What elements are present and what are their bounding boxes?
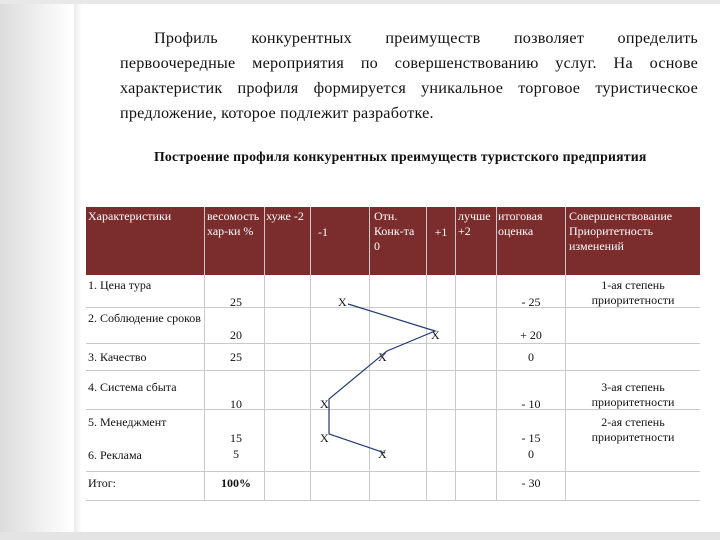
row-note-management: 2-ая степень приоритетности [591,415,675,444]
row-name-total: Итог: [88,476,117,490]
header-better: лучше +2 [458,209,491,238]
row-weight-sales: 10 [230,397,242,411]
row-total-deadlines: + 20 [520,328,542,342]
header-total: итоговая оценка [498,209,543,238]
row-marker-deadlines: Х [431,328,440,342]
header-weight: весомость хар-ки % [207,209,260,238]
competitive-profile-table: Характеристики весомость хар-ки % хуже -… [86,207,700,501]
profile-line [328,303,437,454]
header-plus-one: +1 [434,225,448,239]
row-total-sales: - 10 [521,397,541,411]
left-frame-decoration [0,0,74,540]
row-weight-quality: 25 [230,350,242,364]
row-name-advertising: 6. Реклама [88,448,142,462]
row-marker-advertising: Х [378,447,387,461]
row-marker-price: Х [338,295,347,309]
row-total-price: - 25 [521,295,541,309]
row-weight-total: 100% [221,476,251,490]
row-note-sales: 3-ая степень приоритетности [591,380,675,409]
row-name-sales: 4. Система сбыта [88,380,177,394]
row-name-price: 1. Цена тура [88,278,152,292]
header-relative: Отн. Конк-та 0 [374,209,415,253]
row-total-advertising: 0 [528,447,534,461]
row-marker-quality: Х [378,350,387,364]
table-subtitle: Построение профиля конкурентных преимуще… [154,149,647,164]
row-marker-sales: Х [320,397,329,411]
header-improvement: Совершенствование Приоритетность изменен… [569,209,673,253]
row-total-summary: - 30 [521,476,541,490]
table-header-row [86,207,700,275]
bottom-frame-decoration [0,532,720,540]
header-characteristic: Характеристики [88,209,172,223]
top-frame-decoration [0,0,720,4]
row-total-quality: 0 [528,350,534,364]
header-worse: хуже -2 [266,209,304,223]
row-name-deadlines: 2. Соблюдение сроков [88,311,201,325]
header-minus-one: -1 [318,225,328,239]
row-weight-deadlines: 20 [230,328,242,342]
row-weight-advertising: 5 [233,447,239,461]
row-marker-management: Х [320,431,329,445]
row-note-price: 1-ая степень приоритетности [591,278,675,307]
row-total-management: - 15 [521,431,541,445]
row-weight-price: 25 [230,295,242,309]
frame-shadow [74,4,82,536]
intro-paragraph: Профиль конкурентных преимуществ позволя… [120,29,698,122]
row-name-quality: 3. Качество [88,350,147,364]
row-name-management: 5. Менеджмент [88,415,167,429]
row-weight-management: 15 [230,431,242,445]
